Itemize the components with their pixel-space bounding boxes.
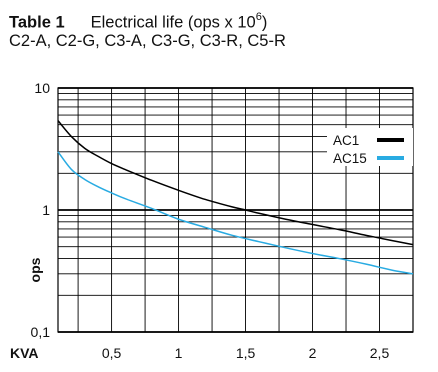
plot-area <box>57 87 414 333</box>
x-tick-label: 1,5 <box>236 345 256 361</box>
title-exponent: 6 <box>255 11 262 23</box>
x-tick-label: 2 <box>309 345 317 361</box>
x-tick-label: 2,5 <box>370 345 390 361</box>
x-tick-label: 0,5 <box>102 345 122 361</box>
title-text: Electrical life (ops x 10 <box>90 13 256 32</box>
legend-label: AC15 <box>333 151 367 166</box>
series-line-ac15 <box>57 151 414 275</box>
x-tick-label: 1 <box>175 345 183 361</box>
y-tick-label: 1 <box>42 202 50 218</box>
x-axis-label: KVA <box>10 345 39 361</box>
chart-title: Table 1 Electrical life (ops x 106) <box>9 8 267 34</box>
y-tick-label: 10 <box>34 80 50 96</box>
chart-subtitle: C2-A, C2-G, C3-A, C3-G, C3-R, C5-R <box>9 32 286 50</box>
series-line-ac1 <box>57 120 414 246</box>
grid <box>58 87 413 333</box>
title-close: ) <box>261 13 268 32</box>
y-axis-label: ops <box>27 257 43 282</box>
legend-label: AC1 <box>333 133 359 148</box>
legend: AC1 AC15 <box>327 128 413 166</box>
y-tick-label: 0,1 <box>31 324 51 340</box>
table-number: Table 1 <box>9 13 65 32</box>
